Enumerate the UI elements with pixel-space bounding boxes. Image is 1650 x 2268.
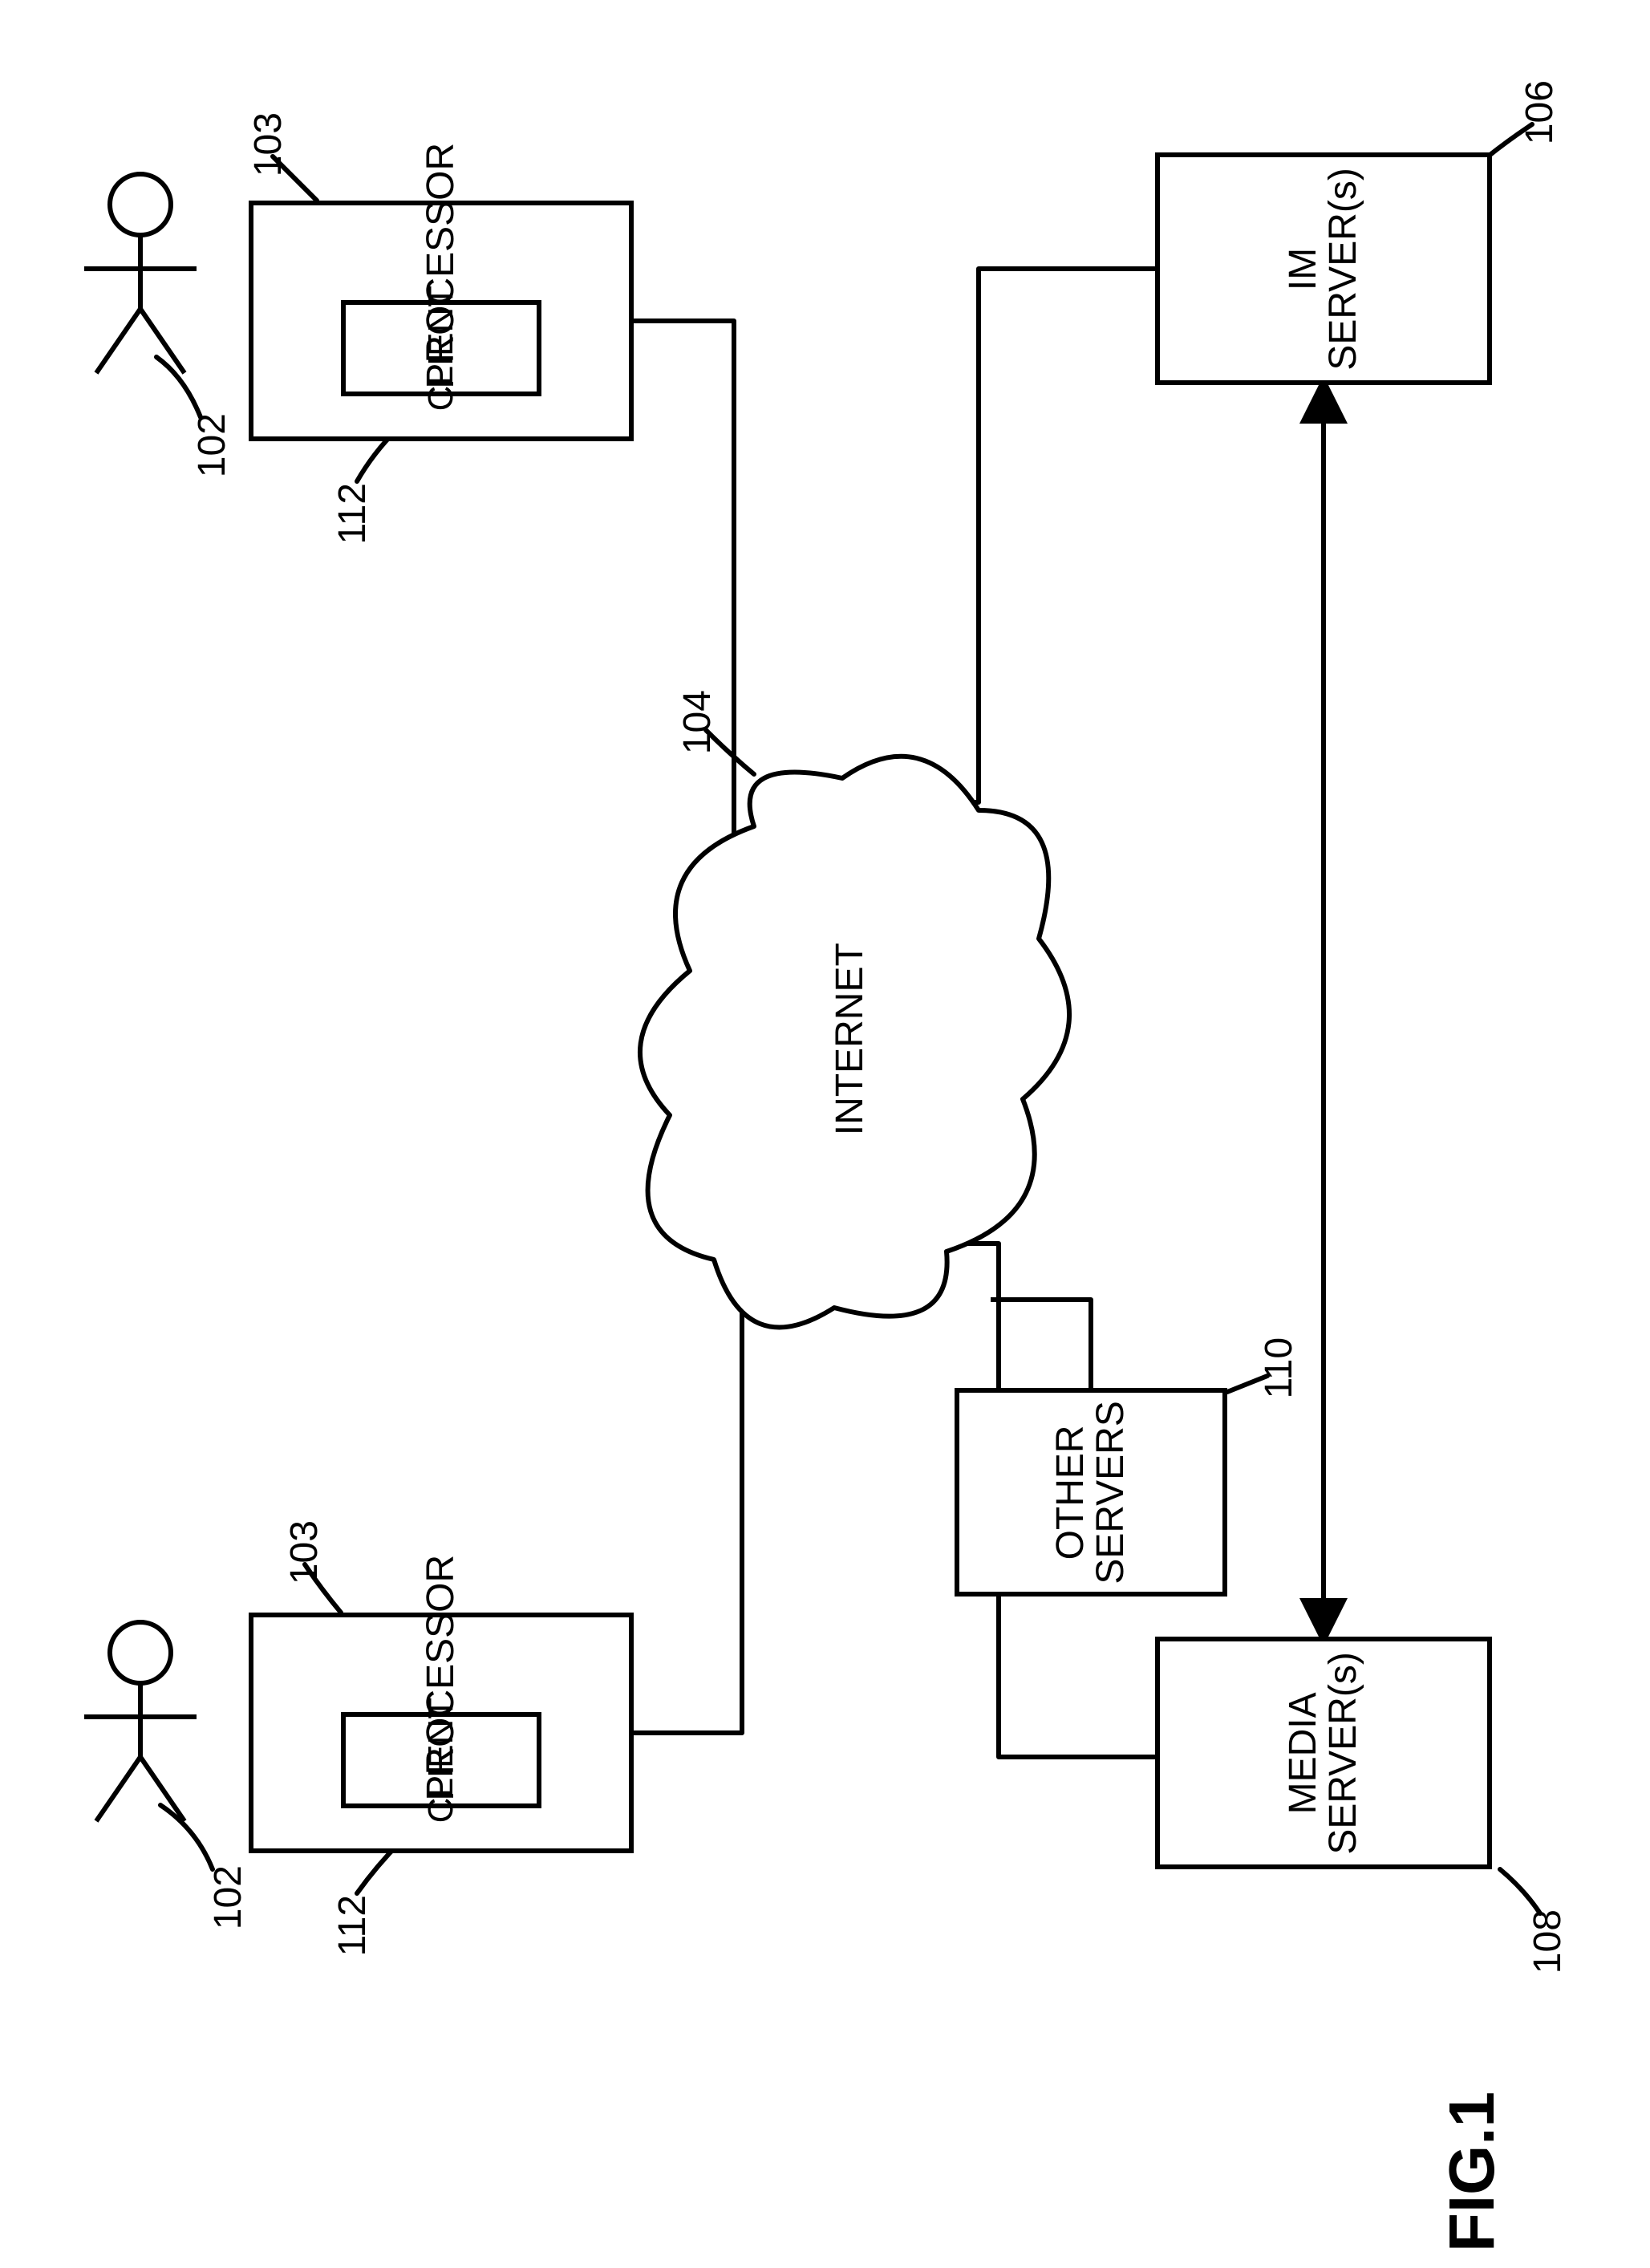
node-other_servers: OTHER SERVERS	[955, 1388, 1227, 1597]
ref-number: 106	[1520, 80, 1560, 144]
node-media_server: MEDIA SERVER(s)	[1155, 1637, 1492, 1869]
node-label: OTHER SERVERS	[1051, 1401, 1132, 1584]
inner-label: CLIENT	[423, 1698, 460, 1823]
node-label: MEDIA SERVER(s)	[1283, 1652, 1364, 1855]
ref-number: 112	[333, 1893, 373, 1958]
ref-number: 110	[1259, 1336, 1299, 1400]
ref-number: 108	[1528, 1909, 1568, 1974]
ref-number: 103	[249, 112, 289, 176]
ref-number: 102	[193, 413, 233, 477]
edge	[926, 269, 1155, 802]
node-im_server: IM SERVER(s)	[1155, 152, 1492, 385]
node-label: IM SERVER(s)	[1283, 168, 1364, 371]
node-proc_bot: PROCESSORCLIENT	[249, 1613, 634, 1853]
ref-number: 112	[333, 481, 373, 546]
cloud-label: INTERNET	[830, 943, 870, 1135]
ref-number: 102	[209, 1865, 249, 1929]
ref-number: 103	[285, 1520, 325, 1584]
node-proc_top: PROCESSORCLIENT	[249, 201, 634, 441]
inner-box: CLIENT	[341, 300, 541, 396]
figure-title: FIG.1	[1438, 2092, 1506, 2252]
inner-box: CLIENT	[341, 1712, 541, 1808]
edge	[991, 1300, 1091, 1388]
edge	[634, 321, 782, 858]
ref-number: 104	[678, 690, 718, 754]
inner-label: CLIENT	[423, 286, 460, 411]
figure-canvas: PROCESSORCLIENT PROCESSORCLIENT INTERNET IM…	[0, 0, 1650, 2268]
